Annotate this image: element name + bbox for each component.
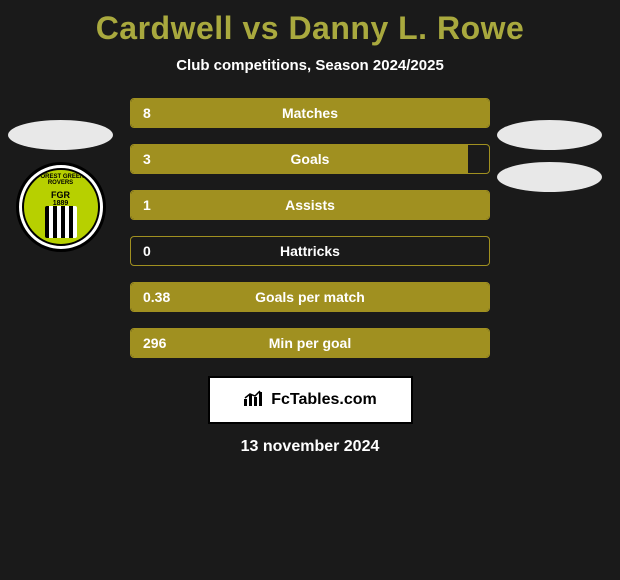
footer-brand-badge: FcTables.com <box>208 376 413 424</box>
placeholder-ellipse-left <box>8 120 113 150</box>
chart-icon <box>243 389 265 412</box>
stat-bar-label: Assists <box>285 197 335 213</box>
stat-bar-label: Min per goal <box>269 335 351 351</box>
stat-bar-label: Hattricks <box>280 243 340 259</box>
stat-bar-value: 3 <box>143 151 151 167</box>
club-badge-acronym: FGR <box>24 190 98 200</box>
placeholder-ellipse-right <box>497 120 602 150</box>
stat-bar-label: Goals per match <box>255 289 365 305</box>
stat-bar: 1 Assists <box>130 190 490 220</box>
stat-bar: 296 Min per goal <box>130 328 490 358</box>
left-crest-column: FOREST GREEN ROVERS FGR 1889 <box>8 120 113 252</box>
club-badge-inner: FOREST GREEN ROVERS FGR 1889 <box>22 168 100 246</box>
stat-bar-value: 0.38 <box>143 289 170 305</box>
footer-brand-text: FcTables.com <box>271 391 377 409</box>
stat-bar-label: Goals <box>291 151 330 167</box>
club-badge: FOREST GREEN ROVERS FGR 1889 <box>16 162 106 252</box>
page-title: Cardwell vs Danny L. Rowe <box>0 0 620 47</box>
stat-bar-value: 296 <box>143 335 166 351</box>
page-subtitle: Club competitions, Season 2024/2025 <box>0 57 620 74</box>
stat-bar-value: 1 <box>143 197 151 213</box>
stat-bar: 0.38 Goals per match <box>130 282 490 312</box>
right-crest-column <box>497 120 602 192</box>
stat-bar: 3 Goals <box>130 144 490 174</box>
club-badge-top-text: FOREST GREEN ROVERS <box>24 174 98 186</box>
stat-bar: 0 Hattricks <box>130 236 490 266</box>
club-badge-stripes-icon <box>45 206 77 238</box>
stat-bar-label: Matches <box>282 105 338 121</box>
footer-date: 13 november 2024 <box>0 438 620 456</box>
club-badge-year: 1889 <box>24 200 98 207</box>
stat-bar: 8 Matches <box>130 98 490 128</box>
stat-bar-value: 0 <box>143 243 151 259</box>
stats-bars: 8 Matches 3 Goals 1 Assists 0 Hattricks 0.38 Goal… <box>130 98 490 358</box>
stat-bar-value: 8 <box>143 105 151 121</box>
placeholder-ellipse-right <box>497 162 602 192</box>
